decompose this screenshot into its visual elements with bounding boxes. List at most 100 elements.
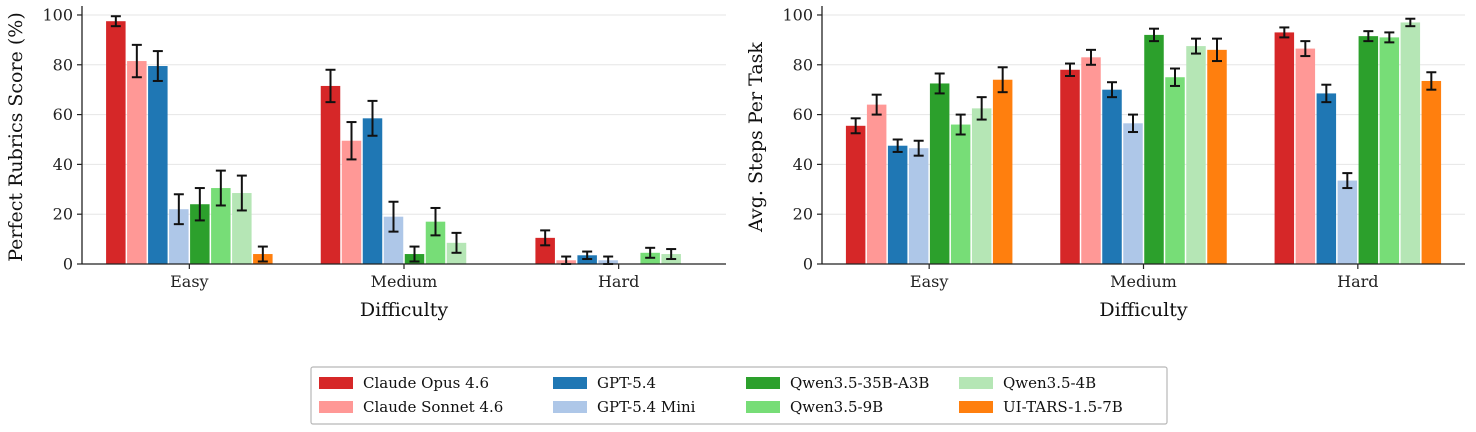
error-bar-claude-opus-4-6-medium (1065, 62, 1075, 77)
bar-qwen3-5-9b-easy (211, 188, 231, 264)
legend-swatch (746, 377, 780, 389)
x-axis-title: Difficulty (1099, 299, 1187, 321)
x-tick-label-hard: Hard (1337, 272, 1378, 291)
error-bar-qwen3-5-9b-medium (1170, 67, 1180, 87)
bar-qwen3-5-4b-medium (1186, 46, 1206, 264)
bar-qwen3-5-35b-a3b-easy (190, 204, 210, 264)
y-tick-label: 80 (53, 55, 73, 74)
error-bar-claude-opus-4-6-hard (540, 229, 551, 247)
legend-item-gpt-5-4-mini: GPT-5.4 Mini (553, 398, 696, 416)
bar-qwen3-5-4b-easy (971, 108, 992, 264)
bar-qwen3-5-9b-easy (950, 124, 971, 265)
legend-label: GPT-5.4 Mini (597, 398, 696, 416)
error-bar-qwen3-5-4b-easy (976, 96, 987, 121)
x-tick-label-medium: Medium (1110, 272, 1177, 291)
legend-label: Qwen3.5-35B-A3B (790, 374, 929, 392)
x-tick-label-easy: Easy (910, 272, 948, 291)
bar-gpt-5-4-mini-easy (908, 148, 929, 264)
bar-gpt-5-4-mini-medium (383, 216, 404, 264)
bar-claude-opus-4-6-medium (1060, 69, 1080, 264)
bar-claude-sonnet-4-6-medium (341, 140, 362, 264)
error-bar-gpt-5-4-mini-hard (1342, 172, 1353, 190)
error-bar-qwen3-5-9b-medium (430, 206, 441, 237)
y-tick-label: 60 (793, 105, 813, 124)
bar-claude-sonnet-4-6-medium (1081, 57, 1101, 265)
error-bar-gpt-5-4-mini-easy (173, 193, 184, 226)
x-tick-label-hard: Hard (598, 272, 639, 291)
error-bar-gpt-5-4-easy (892, 138, 903, 153)
bar-claude-sonnet-4-6-hard (1295, 48, 1316, 264)
error-bar-claude-opus-4-6-medium (325, 68, 336, 104)
legend-swatch (319, 377, 353, 389)
error-bar-qwen3-5-4b-medium (451, 231, 462, 254)
bar-qwen3-5-9b-medium (425, 221, 446, 264)
legend-swatch (746, 401, 780, 413)
bar-claude-sonnet-4-6-easy (866, 104, 887, 265)
bar-claude-opus-4-6-easy (845, 125, 866, 264)
legend-item-qwen3-5-35b-a3b: Qwen3.5-35B-A3B (746, 374, 929, 392)
bar-gpt-5-4-mini-hard (1337, 180, 1358, 264)
error-bar-qwen3-5-9b-easy (955, 113, 966, 136)
bar-gpt-5-4-mini-easy (169, 209, 189, 264)
error-bar-gpt-5-4-medium (1107, 81, 1117, 99)
legend-item-claude-opus-4-6: Claude Opus 4.6 (319, 374, 489, 392)
x-tick-label-easy: Easy (170, 272, 208, 291)
error-bar-gpt-5-4-mini-medium (1128, 113, 1138, 134)
bar-gpt-5-4-medium (362, 118, 383, 264)
bar-gpt-5-4-mini-medium (1123, 123, 1143, 264)
error-bar-qwen3-5-4b-hard (666, 248, 677, 261)
y-axis-title: Perfect Rubrics Score (%) (5, 12, 27, 262)
error-bar-ui-tars-1-5-7b-hard (1426, 71, 1437, 91)
error-bar-qwen3-5-35b-a3b-medium (409, 245, 420, 263)
error-bar-qwen3-5-4b-medium (1191, 37, 1201, 55)
error-bar-gpt-5-4-mini-easy (913, 139, 924, 157)
x-tick-label-medium: Medium (371, 272, 438, 291)
bar-ui-tars-1-5-7b-hard (1421, 80, 1442, 265)
legend-swatch (959, 377, 993, 389)
legend-swatch (553, 377, 587, 389)
bar-ui-tars-1-5-7b-easy (992, 79, 1013, 264)
error-bar-gpt-5-4-hard (1321, 83, 1332, 104)
legend-label: Claude Sonnet 4.6 (363, 398, 503, 416)
error-bar-claude-opus-4-6-easy (850, 117, 861, 135)
legend-label: Claude Opus 4.6 (363, 374, 489, 392)
bar-qwen3-5-35b-a3b-medium (1144, 34, 1164, 264)
x-axis-title: Difficulty (360, 299, 448, 321)
error-bar-qwen3-5-9b-hard (1384, 31, 1395, 44)
bar-claude-opus-4-6-easy (106, 21, 126, 264)
legend-item-qwen3-5-4b: Qwen3.5-4B (959, 374, 1096, 392)
error-bar-claude-sonnet-4-6-easy (871, 93, 882, 116)
legend-label: Qwen3.5-4B (1003, 374, 1096, 392)
legend-swatch (553, 401, 587, 413)
bar-gpt-5-4-medium (1102, 89, 1122, 264)
legend: Claude Opus 4.6 Claude Sonnet 4.6 GPT-5.4 G… (310, 366, 1168, 425)
error-bar-gpt-5-4-mini-medium (388, 200, 399, 233)
error-bar-qwen3-5-9b-easy (215, 169, 226, 207)
error-bar-qwen3-5-35b-a3b-easy (934, 72, 945, 95)
legend-item-gpt-5-4: GPT-5.4 (553, 374, 656, 392)
chart-perfect-rubrics-score: 0 20 40 60 80 100 Easy Medium Hard Difficulty Perf… (5, 5, 726, 321)
bar-gpt-5-4-hard (1316, 93, 1337, 264)
error-bar-qwen3-5-35b-a3b-easy (194, 187, 205, 222)
bar-qwen3-5-9b-hard (1379, 37, 1400, 265)
y-tick-label: 40 (53, 155, 73, 174)
legend-item-ui-tars-1-5-7b: UI-TARS-1.5-7B (959, 398, 1123, 416)
legend-label: UI-TARS-1.5-7B (1003, 398, 1123, 416)
y-tick-label: 100 (782, 5, 813, 24)
y-tick-label: 20 (53, 205, 73, 224)
legend-frame (310, 366, 1168, 425)
error-bar-ui-tars-1-5-7b-easy (997, 66, 1008, 94)
bar-claude-opus-4-6-hard (1274, 32, 1295, 264)
y-tick-label: 0 (63, 255, 73, 274)
y-tick-label: 0 (803, 255, 813, 274)
error-bar-claude-sonnet-4-6-medium (1086, 48, 1096, 66)
error-bar-qwen3-5-35b-a3b-hard (1363, 30, 1374, 43)
error-bar-claude-opus-4-6-easy (110, 15, 121, 28)
legend-item-claude-sonnet-4-6: Claude Sonnet 4.6 (319, 398, 503, 416)
legend-label: Qwen3.5-9B (790, 398, 883, 416)
y-tick-label: 60 (53, 105, 73, 124)
legend-swatch (959, 401, 993, 413)
y-tick-label: 100 (42, 5, 73, 24)
bar-qwen3-5-9b-medium (1165, 77, 1185, 264)
error-bar-claude-sonnet-4-6-medium (346, 121, 357, 161)
